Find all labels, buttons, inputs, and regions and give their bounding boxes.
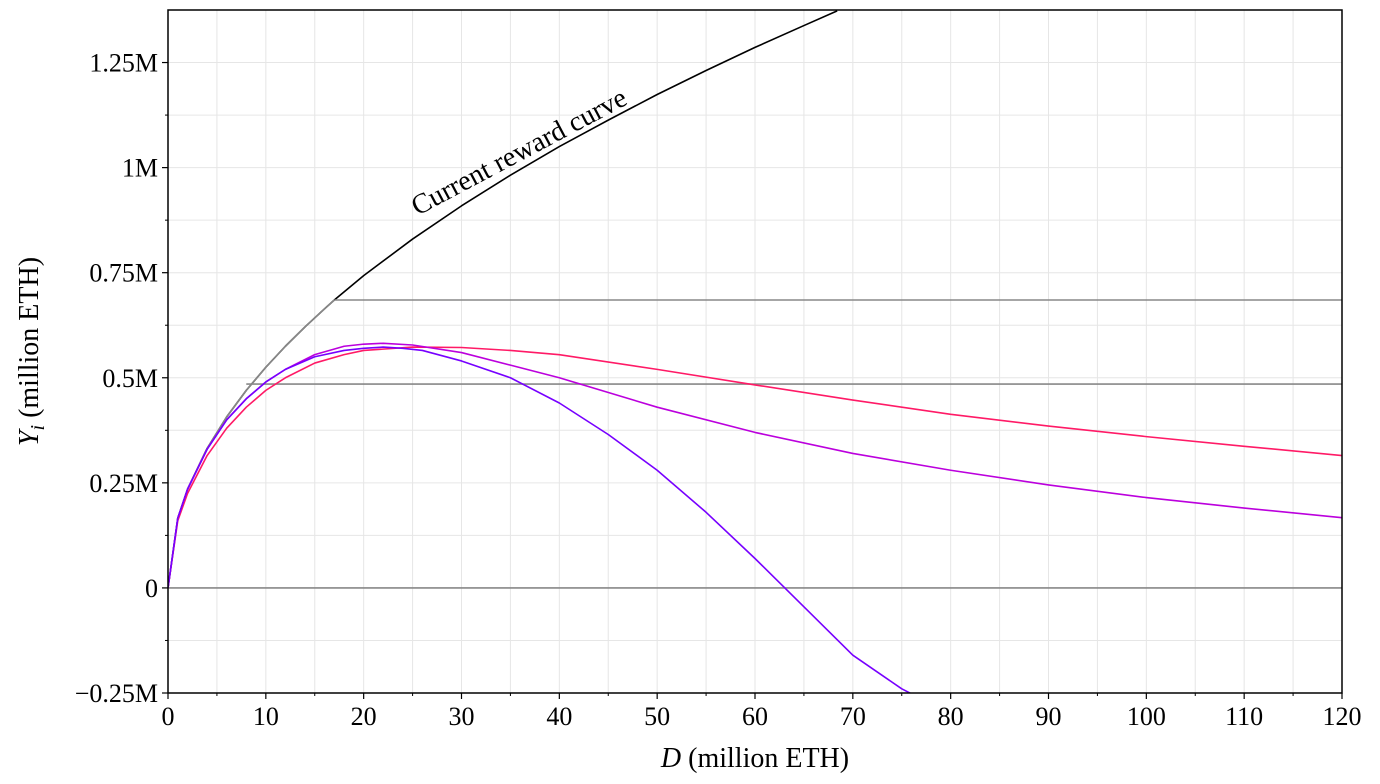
y-tick-label: 0.25M bbox=[89, 469, 158, 498]
x-tick-label: 120 bbox=[1323, 702, 1362, 731]
x-axis-variable: D bbox=[660, 743, 681, 774]
y-tick-label: 1M bbox=[122, 154, 158, 183]
y-tick-label: −0.25M bbox=[75, 679, 158, 708]
y-tick-label: 0.5M bbox=[102, 364, 158, 393]
x-tick-label: 70 bbox=[840, 702, 866, 731]
y-tick-label: 0.75M bbox=[89, 259, 158, 288]
x-tick-label: 100 bbox=[1127, 702, 1166, 731]
y-axis-variable: Y bbox=[14, 427, 45, 446]
x-axis-unit: (million ETH) bbox=[681, 743, 849, 774]
current-reward-curve-label: Current reward curve bbox=[406, 82, 632, 222]
y-tick-label: 0 bbox=[145, 574, 158, 603]
x-tick-label: 30 bbox=[449, 702, 475, 731]
axis-ticks: 0 10 20 30 40 50 60 70 80 90 100 110 120−0.25M00.25M… bbox=[75, 49, 1362, 731]
y-tick-label: 1.25M bbox=[89, 49, 158, 78]
y-axis-unit: (million ETH) bbox=[14, 257, 45, 425]
x-tick-label: 60 bbox=[742, 702, 768, 731]
x-tick-label: 10 bbox=[253, 702, 279, 731]
plot-frame bbox=[167, 9, 1343, 694]
x-tick-label: 40 bbox=[546, 702, 572, 731]
series-line-violet-7 bbox=[168, 346, 912, 693]
x-tick-label: 20 bbox=[351, 702, 377, 731]
x-axis-title: D (million ETH) bbox=[660, 743, 849, 774]
series-line-gray-1 bbox=[168, 299, 335, 589]
x-tick-label: 0 bbox=[162, 702, 175, 731]
y-axis-subscript: i bbox=[27, 425, 49, 431]
series-line-pink-5 bbox=[168, 346, 1342, 589]
x-tick-label: 110 bbox=[1225, 702, 1263, 731]
x-tick-label: 50 bbox=[644, 702, 670, 731]
x-tick-label: 90 bbox=[1036, 702, 1062, 731]
y-axis-title: Yi (million ETH) bbox=[14, 257, 49, 446]
grid bbox=[168, 10, 1342, 693]
series-lines bbox=[168, 10, 1342, 693]
x-tick-label: 80 bbox=[938, 702, 964, 731]
